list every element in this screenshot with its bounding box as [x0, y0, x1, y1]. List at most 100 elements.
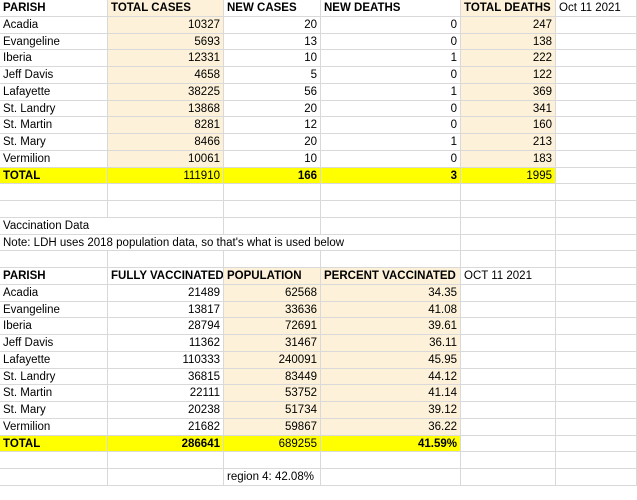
percent-vaccinated-cell[interactable]: 44.12 — [321, 368, 461, 386]
new-cases-cell[interactable]: 12 — [224, 117, 321, 134]
percent-vaccinated-cell[interactable]: 36.22 — [321, 418, 461, 436]
empty-cell[interactable] — [0, 251, 108, 268]
fully-vaccinated-cell[interactable]: 21489 — [108, 284, 224, 302]
parish-cell[interactable]: Acadia — [0, 284, 108, 302]
total-deaths-cell[interactable]: 341 — [461, 100, 556, 118]
population-cell[interactable]: 72691 — [224, 318, 321, 335]
empty-cell[interactable] — [108, 184, 224, 201]
new-deaths-cell[interactable]: 0 — [321, 67, 461, 84]
new-cases-cell[interactable]: 5 — [224, 67, 321, 84]
region-note[interactable]: region 4: 42.08% — [224, 469, 321, 486]
empty-cell[interactable] — [224, 217, 321, 235]
empty-cell[interactable] — [556, 452, 637, 469]
empty-cell[interactable] — [108, 469, 224, 486]
new-cases-cell[interactable]: 13 — [224, 33, 321, 51]
percent-vaccinated-cell[interactable]: 39.12 — [321, 402, 461, 419]
new-cases-cell[interactable]: 10 — [224, 150, 321, 168]
empty-cell[interactable] — [556, 217, 637, 235]
empty-cell[interactable] — [556, 368, 637, 386]
empty-cell[interactable] — [556, 251, 637, 268]
fully-vaccinated-cell[interactable]: 11362 — [108, 335, 224, 352]
empty-cell[interactable] — [556, 184, 637, 201]
percent-vaccinated-cell[interactable]: 45.95 — [321, 351, 461, 369]
total-cases-cell[interactable]: 10327 — [108, 16, 224, 34]
empty-cell[interactable] — [108, 452, 224, 469]
header-parish[interactable]: PARISH — [0, 268, 108, 285]
population-cell[interactable]: 33636 — [224, 301, 321, 319]
new-cases-cell[interactable]: 20 — [224, 100, 321, 118]
parish-cell[interactable]: St. Landry — [0, 100, 108, 118]
parish-cell[interactable]: Acadia — [0, 16, 108, 34]
empty-cell[interactable] — [108, 251, 224, 268]
empty-cell[interactable] — [556, 335, 637, 352]
percent-vaccinated-cell[interactable]: 36.11 — [321, 335, 461, 352]
empty-cell[interactable] — [556, 351, 637, 369]
parish-cell[interactable]: Jeff Davis — [0, 67, 108, 84]
empty-cell[interactable] — [556, 318, 637, 335]
empty-cell[interactable] — [461, 301, 556, 319]
empty-cell[interactable] — [108, 201, 224, 218]
empty-cell[interactable] — [224, 201, 321, 218]
new-deaths-cell[interactable]: 1 — [321, 50, 461, 67]
empty-cell[interactable] — [556, 67, 637, 84]
new-cases-sum[interactable]: 166 — [224, 167, 321, 185]
vaccination-title[interactable]: Vaccination Data — [0, 218, 108, 235]
parish-cell[interactable]: Lafayette — [0, 351, 108, 369]
parish-cell[interactable]: St. Landry — [0, 368, 108, 386]
header-percent-vaccinated[interactable]: PERCENT VACCINATED — [321, 268, 461, 285]
percent-vaccinated-cell[interactable]: 41.08 — [321, 301, 461, 319]
empty-cell[interactable] — [556, 16, 637, 34]
total-cases-cell[interactable]: 12331 — [108, 50, 224, 67]
empty-cell[interactable] — [321, 217, 461, 235]
empty-cell[interactable] — [321, 452, 461, 469]
parish-cell[interactable]: St. Mary — [0, 402, 108, 419]
empty-cell[interactable] — [461, 284, 556, 302]
population-cell[interactable]: 240091 — [224, 351, 321, 369]
fully-vaccinated-cell[interactable]: 13817 — [108, 301, 224, 319]
new-cases-cell[interactable]: 20 — [224, 16, 321, 34]
total-deaths-cell[interactable]: 138 — [461, 33, 556, 51]
percent-vaccinated-total[interactable]: 41.59% — [321, 435, 461, 453]
parish-cell[interactable]: St. Martin — [0, 385, 108, 402]
empty-cell[interactable] — [224, 251, 321, 268]
ldh-note[interactable]: Note: LDH uses 2018 population data, so … — [0, 234, 461, 252]
header-date[interactable]: OCT 11 2021 — [461, 268, 556, 285]
empty-cell[interactable] — [556, 33, 637, 51]
total-cases-cell[interactable]: 8281 — [108, 117, 224, 134]
header-total-deaths[interactable]: TOTAL DEATHS — [461, 0, 556, 17]
fully-vaccinated-cell[interactable]: 28794 — [108, 318, 224, 335]
empty-cell[interactable] — [461, 385, 556, 402]
population-cell[interactable]: 53752 — [224, 385, 321, 402]
empty-cell[interactable] — [556, 469, 637, 486]
new-cases-cell[interactable]: 20 — [224, 134, 321, 151]
new-deaths-cell[interactable]: 0 — [321, 16, 461, 34]
percent-vaccinated-cell[interactable]: 41.14 — [321, 385, 461, 402]
empty-cell[interactable] — [556, 83, 637, 101]
empty-cell[interactable] — [0, 184, 108, 201]
parish-cell[interactable]: Vermilion — [0, 150, 108, 168]
header-total-cases[interactable]: TOTAL CASES — [108, 0, 224, 17]
population-cell[interactable]: 51734 — [224, 402, 321, 419]
empty-cell[interactable] — [461, 318, 556, 335]
empty-cell[interactable] — [556, 100, 637, 118]
empty-cell[interactable] — [108, 217, 224, 235]
header-date[interactable]: Oct 11 2021 — [556, 0, 637, 17]
header-new-deaths[interactable]: NEW DEATHS — [321, 0, 461, 17]
header-new-cases[interactable]: NEW CASES — [224, 0, 321, 17]
new-deaths-cell[interactable]: 1 — [321, 83, 461, 101]
fully-vaccinated-cell[interactable]: 36815 — [108, 368, 224, 386]
empty-cell[interactable] — [556, 418, 637, 436]
fully-vaccinated-cell[interactable]: 22111 — [108, 385, 224, 402]
parish-cell[interactable]: Iberia — [0, 50, 108, 67]
empty-cell[interactable] — [461, 435, 556, 453]
parish-cell[interactable]: Lafayette — [0, 83, 108, 101]
total-deaths-cell[interactable]: 222 — [461, 50, 556, 67]
total-deaths-cell[interactable]: 122 — [461, 67, 556, 84]
empty-cell[interactable] — [321, 251, 461, 268]
total-cases-cell[interactable]: 8466 — [108, 134, 224, 151]
fully-vaccinated-cell[interactable]: 20238 — [108, 402, 224, 419]
empty-cell[interactable] — [461, 402, 556, 419]
empty-cell[interactable] — [461, 184, 556, 201]
empty-cell[interactable] — [556, 268, 637, 285]
parish-cell[interactable]: Jeff Davis — [0, 335, 108, 352]
